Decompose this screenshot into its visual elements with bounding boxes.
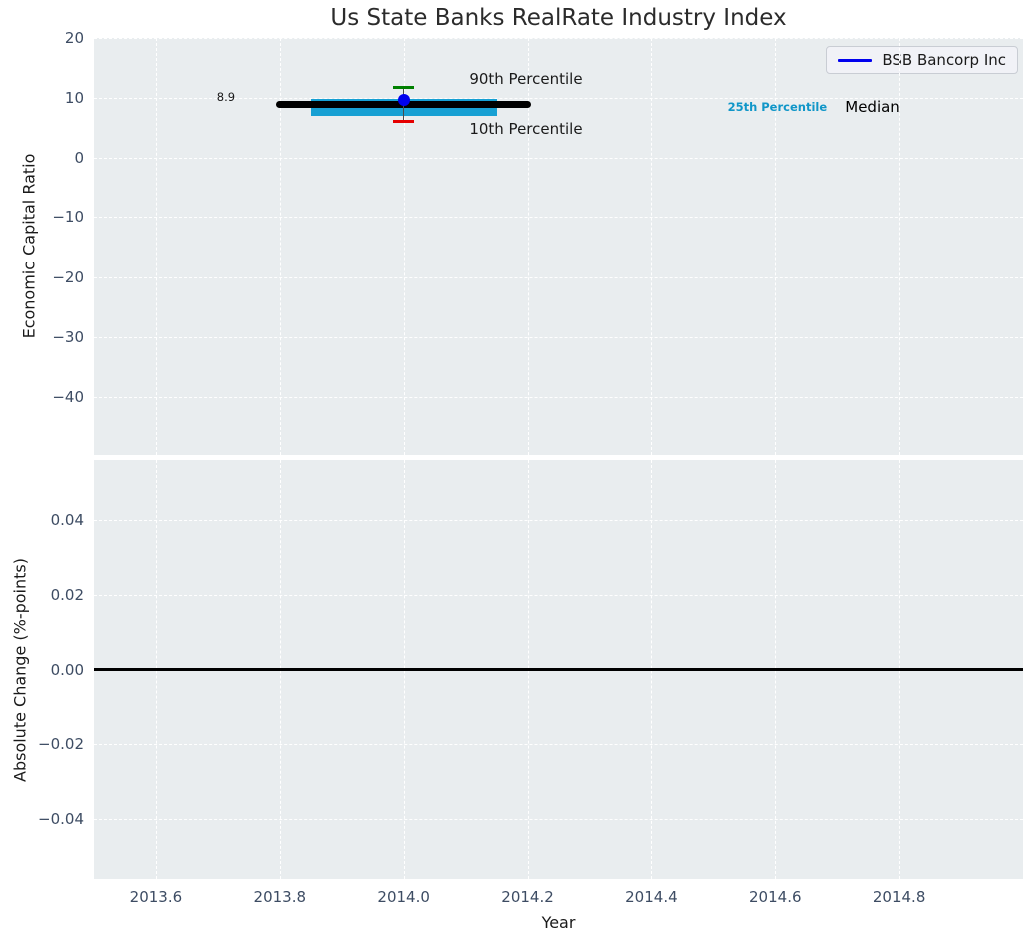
gridline-vertical — [155, 38, 157, 455]
gridline-vertical — [651, 38, 653, 455]
y-tick-label: −40 — [52, 387, 84, 406]
y-axis-label-economic-capital-ratio: Economic Capital Ratio — [19, 153, 39, 339]
x-tick-label: 2014.0 — [377, 888, 430, 906]
gridline-horizontal — [94, 277, 1023, 279]
y-tick-label: −30 — [52, 328, 84, 347]
annotation-10th-percentile: 10th Percentile — [469, 120, 583, 139]
annotation-8-9: 8.9 — [216, 89, 236, 104]
gridline-horizontal — [94, 38, 1023, 39]
y-tick-label: −0.02 — [38, 735, 84, 754]
axes-absolute-change — [94, 460, 1023, 879]
annotation-25th-percentile: 25th Percentile — [727, 100, 828, 115]
gridline-vertical — [775, 38, 777, 455]
gridline-horizontal — [94, 594, 1023, 596]
y-tick-label: 0.02 — [50, 585, 84, 604]
legend-label: BSB Bancorp Inc — [882, 51, 1006, 69]
company-data-point — [397, 93, 410, 106]
gridline-horizontal — [94, 744, 1023, 746]
p90-percentile-cap — [393, 85, 415, 89]
legend-line-icon — [838, 58, 873, 62]
y-tick-label: −20 — [52, 268, 84, 287]
p10-percentile-cap — [393, 119, 415, 123]
gridline-horizontal — [94, 157, 1023, 159]
gridline-horizontal — [94, 337, 1023, 339]
gridline-vertical — [899, 38, 901, 455]
gridline-vertical — [527, 38, 529, 455]
y-tick-label: −0.04 — [38, 810, 84, 829]
annotation-90th-percentile: 90th Percentile — [469, 69, 583, 88]
axes-economic-capital-ratio: BSB Bancorp Inc 8.9 90th Percentile 10th P… — [94, 38, 1023, 455]
gridline-horizontal — [94, 217, 1023, 219]
y-tick-label: 0.00 — [50, 660, 84, 679]
y-tick-label: 0 — [74, 148, 84, 167]
y-tick-label: 20 — [64, 29, 84, 47]
x-tick-label: 2014.4 — [625, 888, 678, 906]
x-tick-label: 2014.8 — [872, 888, 926, 906]
gridline-horizontal — [94, 97, 1023, 99]
legend: BSB Bancorp Inc — [826, 46, 1018, 74]
x-tick-label: 2013.8 — [253, 888, 307, 906]
y-tick-label: 10 — [64, 88, 84, 107]
gridline-horizontal — [94, 396, 1023, 398]
chart-title: Us State Banks RealRate Industry Index — [330, 5, 787, 31]
gridline-vertical — [279, 38, 281, 455]
y-tick-label: 0.04 — [50, 510, 84, 529]
annotation-median: Median — [845, 98, 900, 117]
x-tick-label: 2014.2 — [501, 888, 554, 906]
x-tick-label: 2013.6 — [129, 888, 183, 906]
x-axis-label-year: Year — [541, 913, 576, 932]
gridline-horizontal — [94, 519, 1023, 521]
gridline-horizontal — [94, 819, 1023, 821]
gridline-vertical — [403, 38, 405, 455]
y-tick-label: −10 — [52, 208, 84, 227]
x-tick-label: 2014.6 — [749, 888, 802, 906]
zero-line — [94, 668, 1023, 671]
